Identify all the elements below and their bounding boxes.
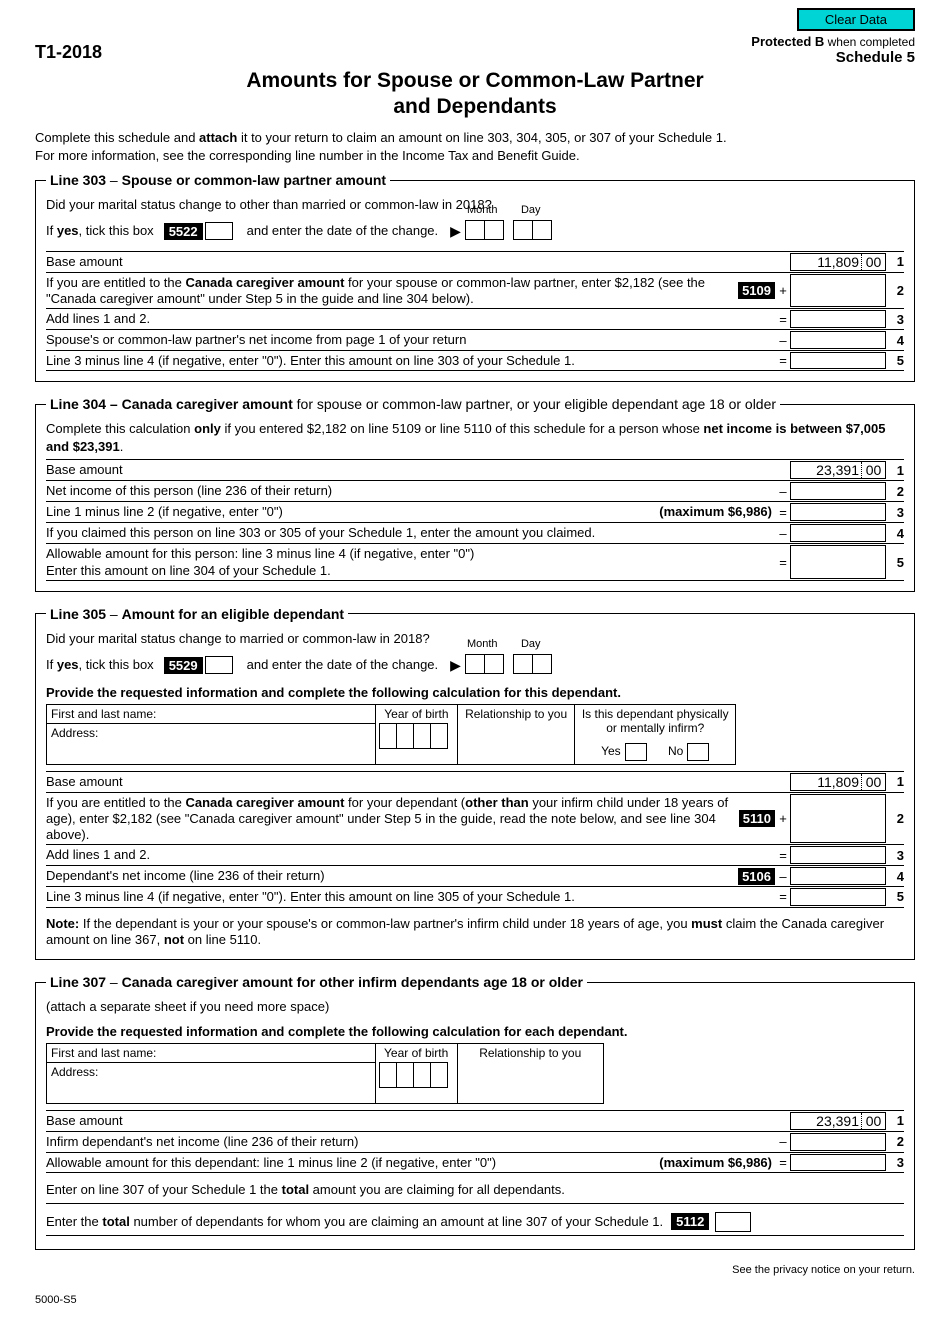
dependant-info-307[interactable]: First and last name: Address: Year of bi… [46,1043,604,1104]
intro-text: Complete this schedule and attach it to … [35,129,915,164]
date-303[interactable] [465,220,552,240]
infirm-no[interactable] [687,743,709,761]
code-5529: 5529 [164,657,203,674]
infirm-yes[interactable] [625,743,647,761]
amount-303-5[interactable] [790,352,886,369]
amount-304-5[interactable] [790,545,886,579]
amount-304-2[interactable] [790,482,886,500]
page-title-2: and Dependants [35,95,915,119]
amount-307-3[interactable] [790,1154,886,1171]
amount-5109[interactable] [790,274,886,308]
page-title: Amounts for Spouse or Common-Law Partner [35,69,915,93]
amount-307-1: 23,39100 [790,1112,886,1130]
arrow-icon: ▶ [450,657,461,674]
amount-304-1: 23,39100 [790,461,886,479]
amount-303-4[interactable] [790,331,886,349]
amount-307-2[interactable] [790,1133,886,1151]
arrow-icon: ▶ [450,223,461,240]
dependant-info-305[interactable]: First and last name: Address: Year of bi… [46,704,736,765]
section-304: Line 304 – Canada caregiver amount for s… [35,396,915,592]
note-305: Note: If the dependant is your or your s… [46,916,904,950]
amount-305-1: 11,80900 [790,773,886,791]
amount-305-3[interactable] [790,846,886,864]
form-number: 5000-S5 [35,1294,915,1306]
section-305: Line 305 – Amount for an eligible depend… [35,606,915,960]
section-307: Line 307 – Canada caregiver amount for o… [35,974,915,1249]
clear-data-button[interactable]: Clear Data [797,8,915,31]
tick-5522[interactable] [205,222,233,240]
protected-label: Protected B when completed Schedule 5 [751,34,915,66]
amount-303-1: 11,80900 [790,253,886,271]
code-5109: 5109 [738,282,775,299]
amount-303-3[interactable] [790,310,886,328]
tick-5529[interactable] [205,656,233,674]
date-305[interactable] [465,654,552,674]
section-303: Line 303 – Spouse or common-law partner … [35,172,915,382]
amount-5110[interactable] [790,794,886,844]
amount-304-3[interactable] [790,503,886,521]
code-5110: 5110 [739,810,775,827]
amount-304-4[interactable] [790,524,886,542]
code-5106: 5106 [738,868,775,885]
privacy-notice: See the privacy notice on your return. [35,1264,915,1276]
amount-305-5[interactable] [790,888,886,905]
amount-5106[interactable] [790,867,886,885]
code-5522: 5522 [164,223,203,240]
code-5112: 5112 [671,1213,709,1230]
